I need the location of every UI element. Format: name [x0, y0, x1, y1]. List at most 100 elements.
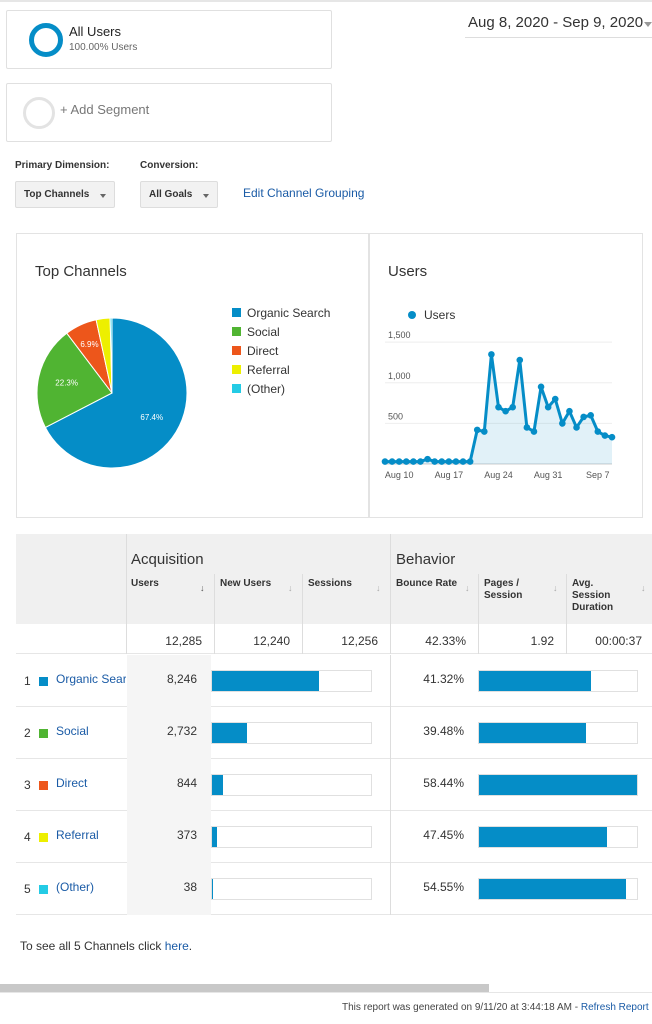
data-point[interactable] — [381, 458, 389, 465]
channel-link[interactable]: Direct — [56, 776, 88, 790]
top-channels-panel: Top Channels 67.4% 22.3% 6.9% Organic Sear… — [16, 233, 369, 518]
divider — [302, 574, 303, 624]
data-point[interactable] — [523, 424, 531, 431]
add-segment-button[interactable]: + Add Segment — [6, 83, 332, 142]
total-users: 12,285 — [165, 634, 202, 648]
horizontal-scrollbar[interactable] — [0, 984, 489, 992]
pie-slice-organic[interactable] — [44, 317, 188, 469]
row-number: 4 — [24, 830, 31, 844]
segment-all-users[interactable]: All Users 100.00% Users — [6, 10, 332, 69]
refresh-report-link[interactable]: Refresh Report — [580, 1002, 649, 1013]
sort-icon[interactable]: ↓ — [376, 583, 381, 593]
channel-link[interactable]: Referral — [56, 828, 99, 842]
primary-dimension-label: Primary Dimension: — [15, 160, 110, 171]
row-number: 1 — [24, 674, 31, 688]
data-point[interactable] — [530, 428, 538, 435]
footer-divider — [0, 992, 652, 993]
users-value: 373 — [176, 828, 197, 842]
conversion-dropdown[interactable]: All Goals — [140, 181, 218, 208]
data-point[interactable] — [452, 458, 460, 465]
data-point[interactable] — [445, 458, 453, 465]
data-point[interactable] — [417, 458, 424, 465]
data-point[interactable] — [488, 351, 495, 358]
empty-segment-ring-icon — [23, 97, 55, 129]
data-point[interactable] — [509, 403, 516, 411]
data-point[interactable] — [431, 458, 438, 465]
divider — [566, 624, 567, 654]
panel-edge — [642, 233, 652, 518]
bounce-rate-value: 41.32% — [423, 672, 464, 686]
bounce-rate-bar — [478, 826, 638, 848]
caret-down-icon — [644, 22, 652, 27]
see-all-link[interactable]: here — [164, 939, 189, 953]
sort-icon[interactable]: ↓ — [553, 583, 558, 593]
col-new-users[interactable]: New Users — [220, 578, 272, 589]
divider — [214, 624, 215, 654]
data-point[interactable] — [573, 424, 580, 431]
channel-swatch — [39, 833, 48, 842]
col-users[interactable]: Users — [131, 578, 159, 589]
data-point[interactable] — [601, 432, 609, 439]
users-cell-bg — [127, 655, 211, 707]
data-point[interactable] — [395, 458, 403, 465]
col-bounce-rate[interactable]: Bounce Rate — [396, 578, 458, 589]
data-point[interactable] — [473, 426, 481, 434]
y-tick-label: 1,500 — [388, 330, 411, 340]
divider — [390, 759, 391, 811]
data-point[interactable] — [544, 403, 552, 411]
sort-icon[interactable]: ↓ — [641, 583, 646, 593]
channel-link[interactable]: Organic Search — [56, 672, 126, 686]
total-bounce-rate: 42.33% — [425, 634, 466, 648]
users-bar — [211, 826, 372, 848]
series-dot-icon — [408, 311, 416, 319]
date-range-picker[interactable]: Aug 8, 2020 - Sep 9, 2020 — [465, 10, 652, 38]
col-pages-session[interactable]: Pages / Session — [484, 578, 523, 601]
pie-slice-social[interactable] — [36, 332, 113, 429]
data-point[interactable] — [466, 458, 474, 465]
total-sessions: 12,256 — [341, 634, 378, 648]
data-point[interactable] — [459, 458, 467, 465]
data-point[interactable] — [594, 428, 602, 435]
users-bar-fill — [212, 775, 223, 795]
divider — [390, 811, 391, 863]
divider — [478, 574, 479, 624]
data-point[interactable] — [410, 458, 417, 465]
top-channels-title: Top Channels — [35, 263, 127, 280]
data-point[interactable] — [537, 383, 545, 391]
data-point[interactable] — [402, 458, 410, 465]
data-point[interactable] — [502, 407, 509, 415]
channel-link[interactable]: Social — [56, 724, 89, 738]
data-point[interactable] — [608, 433, 616, 441]
data-point[interactable] — [424, 455, 431, 463]
data-point[interactable] — [559, 420, 566, 427]
col-avg-session-duration[interactable]: Avg. Session Duration — [572, 578, 614, 613]
row-number: 5 — [24, 882, 31, 896]
data-point[interactable] — [438, 458, 446, 465]
bounce-rate-bar — [478, 670, 638, 692]
data-point[interactable] — [481, 428, 488, 435]
data-point[interactable] — [495, 403, 502, 411]
pie-slice-label: 67.4% — [140, 413, 163, 422]
divider — [126, 624, 127, 654]
data-point[interactable] — [587, 411, 595, 419]
data-point[interactable] — [551, 395, 559, 403]
table-row: 3 Direct 844 58.44% — [16, 759, 652, 811]
data-point[interactable] — [580, 413, 587, 421]
channel-link[interactable]: (Other) — [56, 880, 95, 894]
divider — [390, 655, 391, 707]
generated-info: This report was generated on 9/11/20 at … — [342, 1002, 649, 1013]
primary-dimension-dropdown[interactable]: Top Channels — [15, 181, 115, 208]
pie-slice-other[interactable] — [109, 317, 113, 394]
legend-item-social: Social — [232, 325, 330, 344]
data-point[interactable] — [516, 356, 524, 364]
edit-channel-grouping-link[interactable]: Edit Channel Grouping — [243, 186, 365, 200]
data-point[interactable] — [388, 458, 396, 465]
data-point[interactable] — [566, 407, 573, 415]
sort-icon[interactable]: ↓ — [288, 583, 293, 593]
users-bar-fill — [212, 723, 247, 743]
top-divider — [0, 0, 652, 2]
sort-desc-icon[interactable]: ↓ — [200, 583, 205, 593]
users-bar — [211, 670, 372, 692]
sort-icon[interactable]: ↓ — [465, 583, 470, 593]
col-sessions[interactable]: Sessions — [308, 578, 352, 589]
